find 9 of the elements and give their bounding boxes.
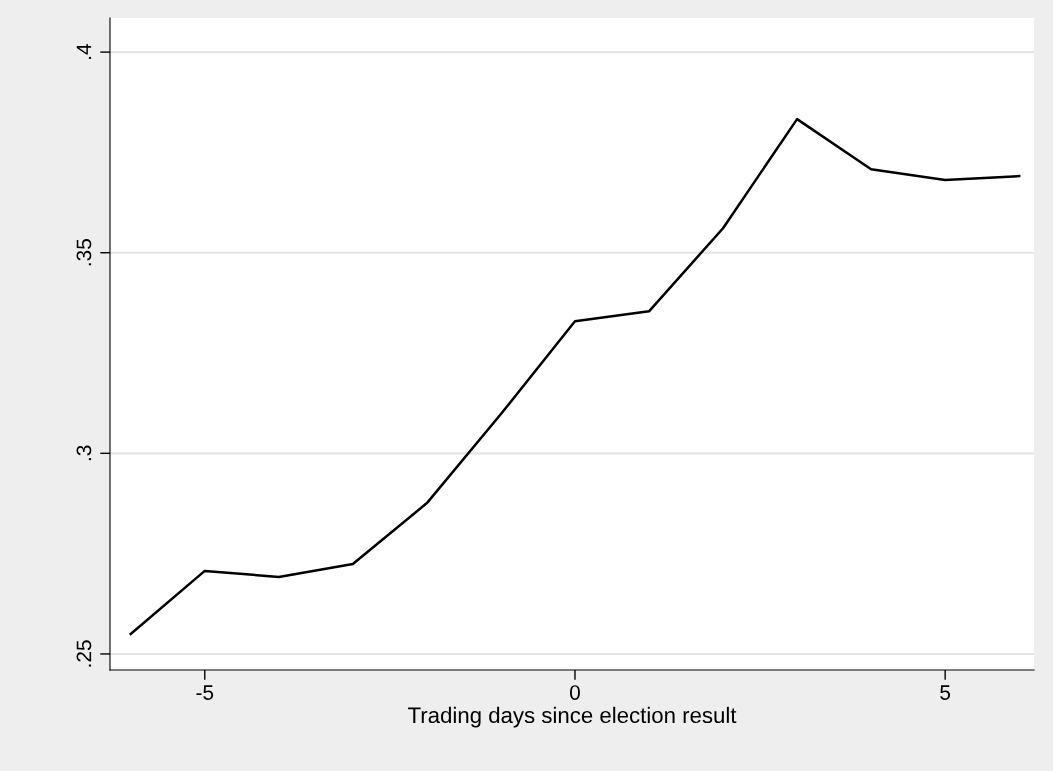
y-tick-label: .4 bbox=[76, 44, 92, 59]
y-tick-label: .35 bbox=[76, 239, 92, 266]
line-series bbox=[129, 117, 1021, 636]
y-tick-label: .3 bbox=[76, 445, 92, 461]
x-tick-label: 0 bbox=[569, 685, 580, 700]
y-tick-label: .25 bbox=[76, 640, 92, 667]
x-axis-title: Trading days since election result bbox=[408, 706, 737, 728]
x-tick-label: 5 bbox=[940, 685, 951, 700]
x-tick-label: -5 bbox=[196, 685, 214, 700]
